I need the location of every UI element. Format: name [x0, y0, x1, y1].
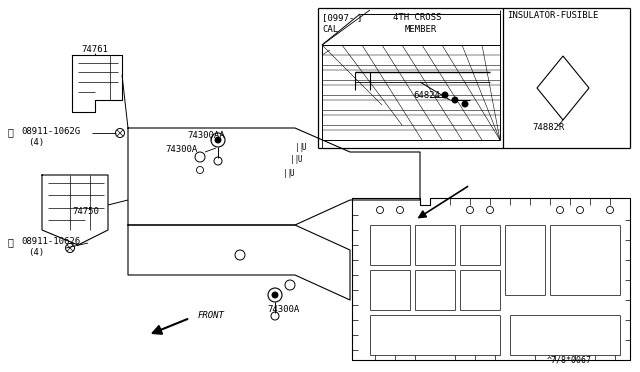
Text: CAL: CAL: [322, 25, 338, 33]
Text: U: U: [302, 142, 307, 151]
Text: 74750: 74750: [72, 208, 99, 217]
Text: Ⓝ: Ⓝ: [8, 127, 14, 137]
Text: Ⓝ: Ⓝ: [8, 237, 14, 247]
Text: 74882R: 74882R: [532, 124, 564, 132]
Text: 74300A: 74300A: [165, 145, 197, 154]
Text: FRONT: FRONT: [198, 311, 225, 321]
Text: 08911-1062G: 08911-1062G: [21, 128, 80, 137]
Text: U: U: [297, 155, 301, 164]
Text: ||: ||: [283, 169, 292, 177]
Text: ||: ||: [290, 155, 300, 164]
Circle shape: [215, 137, 221, 143]
Circle shape: [442, 92, 448, 98]
Text: 08911-10626: 08911-10626: [21, 237, 80, 247]
Text: U: U: [290, 169, 294, 177]
Text: 4TH CROSS: 4TH CROSS: [393, 13, 442, 22]
Text: MEMBER: MEMBER: [405, 25, 437, 33]
Circle shape: [462, 101, 468, 107]
Text: 74300AA: 74300AA: [187, 131, 225, 140]
Text: ]: ]: [356, 13, 362, 22]
Circle shape: [272, 292, 278, 298]
Text: ^7/8*0067: ^7/8*0067: [547, 356, 592, 365]
Text: 64824: 64824: [413, 90, 440, 99]
Text: 74761: 74761: [81, 45, 108, 55]
Text: [0997-: [0997-: [322, 13, 355, 22]
Text: (4): (4): [28, 138, 44, 148]
Text: ||: ||: [295, 142, 304, 151]
Text: INSULATOR-FUSIBLE: INSULATOR-FUSIBLE: [507, 10, 598, 19]
Text: 74300A: 74300A: [267, 305, 300, 314]
Circle shape: [452, 97, 458, 103]
Text: (4): (4): [28, 248, 44, 257]
